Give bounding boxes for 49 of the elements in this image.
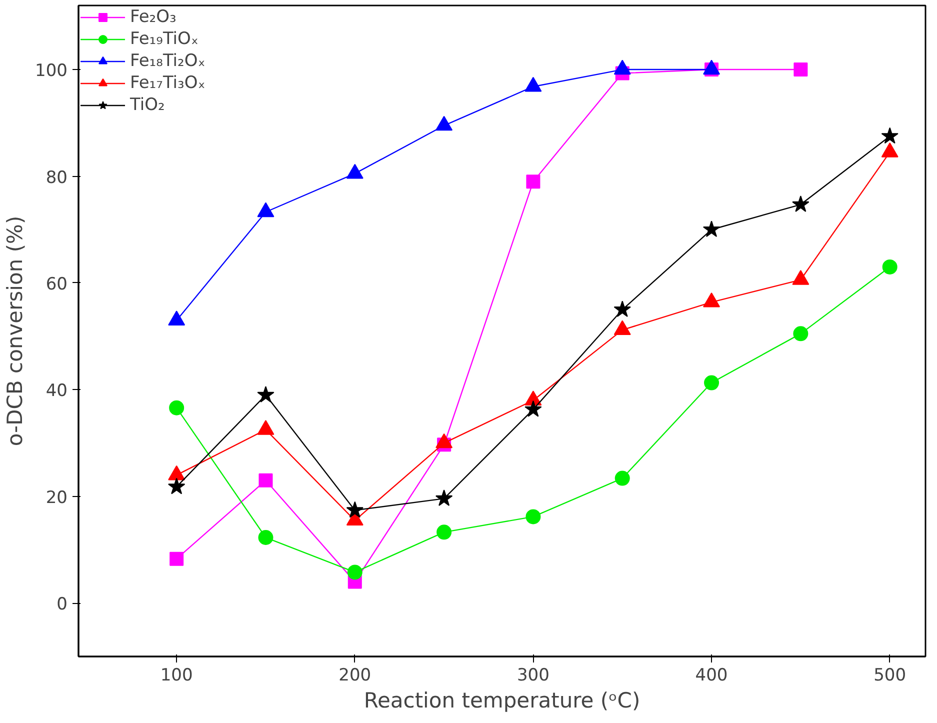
- point: [614, 470, 630, 486]
- y-tick-label: 20: [46, 488, 68, 508]
- point: [168, 478, 186, 494]
- point: [614, 300, 631, 318]
- point: [793, 326, 808, 342]
- point: [614, 320, 631, 336]
- legend-label: TiO₂: [130, 95, 165, 115]
- point: [347, 564, 362, 580]
- point: [168, 310, 186, 326]
- point: [881, 127, 898, 144]
- point: [346, 501, 364, 518]
- point: [792, 196, 810, 212]
- legend-label: Fe₁₉TiOₓ: [130, 29, 198, 49]
- point: [703, 292, 720, 308]
- y-tick-label: 80: [46, 168, 68, 188]
- y-tick-label: 0: [56, 594, 68, 615]
- point: [702, 220, 720, 237]
- point: [257, 386, 274, 402]
- point: [258, 473, 273, 488]
- point: [524, 400, 542, 417]
- y-tick-label: 100: [35, 61, 68, 82]
- point: [704, 375, 720, 390]
- y-tick-label: 60: [46, 274, 68, 294]
- point: [792, 270, 810, 285]
- point: [881, 142, 898, 158]
- point: [257, 202, 274, 218]
- point: [436, 524, 452, 540]
- point: [882, 259, 898, 274]
- x-tick-label: 500: [874, 666, 906, 686]
- point: [258, 530, 274, 545]
- point: [170, 552, 184, 566]
- point: [703, 60, 720, 75]
- point: [436, 116, 453, 131]
- point: [526, 509, 541, 524]
- y-axis-title: o-DCB conversion (%): [3, 216, 28, 446]
- point: [346, 164, 364, 179]
- y-tick-label: 40: [46, 381, 68, 402]
- legend-label: Fe₁₇Ti₃Oₓ: [130, 73, 206, 93]
- legend-label: Fe₂O₃: [130, 7, 176, 27]
- x-tick-label: 200: [338, 666, 372, 686]
- point: [614, 60, 631, 75]
- point: [169, 400, 184, 416]
- x-tick-label: 400: [695, 666, 728, 686]
- x-axis-title: Reaction temperature (ᵒC): [364, 688, 640, 712]
- point: [435, 490, 453, 506]
- x-tick-label: 100: [160, 666, 193, 686]
- point: [524, 76, 542, 92]
- legend-label: Fe₁₈Ti₂Oₓ: [130, 51, 206, 71]
- x-tick-label: 300: [516, 666, 550, 686]
